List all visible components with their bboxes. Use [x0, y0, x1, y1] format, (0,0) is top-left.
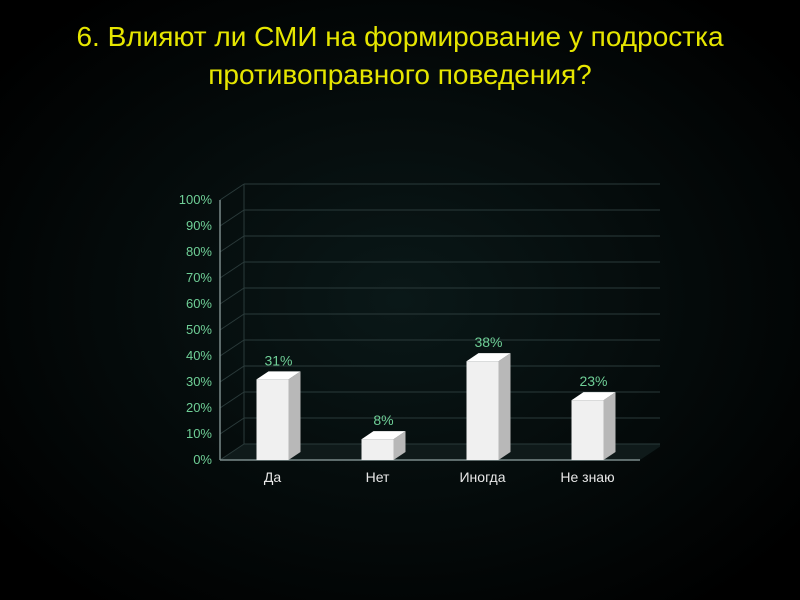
category-label: Нет — [366, 469, 390, 485]
bar-front — [572, 400, 604, 460]
category-label: Не знаю — [560, 469, 614, 485]
y-tick-label: 10% — [186, 426, 212, 441]
bar-value-label: 8% — [373, 412, 393, 428]
slide-title: 6. Влияют ли СМИ на формирование у подро… — [0, 18, 800, 94]
y-tick-label: 40% — [186, 348, 212, 363]
y-tick-label: 20% — [186, 400, 212, 415]
chart-canvas: 0% 10% 20% 30% 40% 50% 60% 70% 80% 90% 100% 31% Да 8%… — [140, 160, 660, 520]
bar-front — [362, 439, 394, 460]
grid-connector — [220, 262, 244, 278]
y-tick-label: 70% — [186, 270, 212, 285]
grid-connector — [220, 392, 244, 408]
bar-side — [604, 392, 616, 460]
bar-front — [257, 379, 289, 460]
bar-value-label: 31% — [264, 352, 292, 368]
y-tick-label: 0% — [193, 452, 212, 467]
y-tick-label: 100% — [179, 192, 213, 207]
category-label: Да — [264, 469, 281, 485]
y-tick-label: 80% — [186, 244, 212, 259]
y-tick-label: 60% — [186, 296, 212, 311]
bar-value-label: 23% — [579, 373, 607, 389]
bar-side — [499, 353, 511, 460]
grid-connector — [220, 418, 244, 434]
slide: 6. Влияют ли СМИ на формирование у подро… — [0, 0, 800, 600]
grid-connector — [220, 236, 244, 252]
bar-chart: 0% 10% 20% 30% 40% 50% 60% 70% 80% 90% 100% 31% Да 8%… — [140, 160, 660, 520]
y-tick-label: 30% — [186, 374, 212, 389]
grid-connector — [220, 314, 244, 330]
y-tick-label: 90% — [186, 218, 212, 233]
category-label: Иногда — [459, 469, 505, 485]
bar-front — [467, 361, 499, 460]
grid-connector — [220, 340, 244, 356]
y-tick-label: 50% — [186, 322, 212, 337]
grid-connector — [220, 288, 244, 304]
grid-connector — [220, 210, 244, 226]
grid-connector — [220, 184, 244, 200]
bar-side — [289, 371, 301, 460]
grid-connector — [220, 366, 244, 382]
bar-value-label: 38% — [474, 334, 502, 350]
